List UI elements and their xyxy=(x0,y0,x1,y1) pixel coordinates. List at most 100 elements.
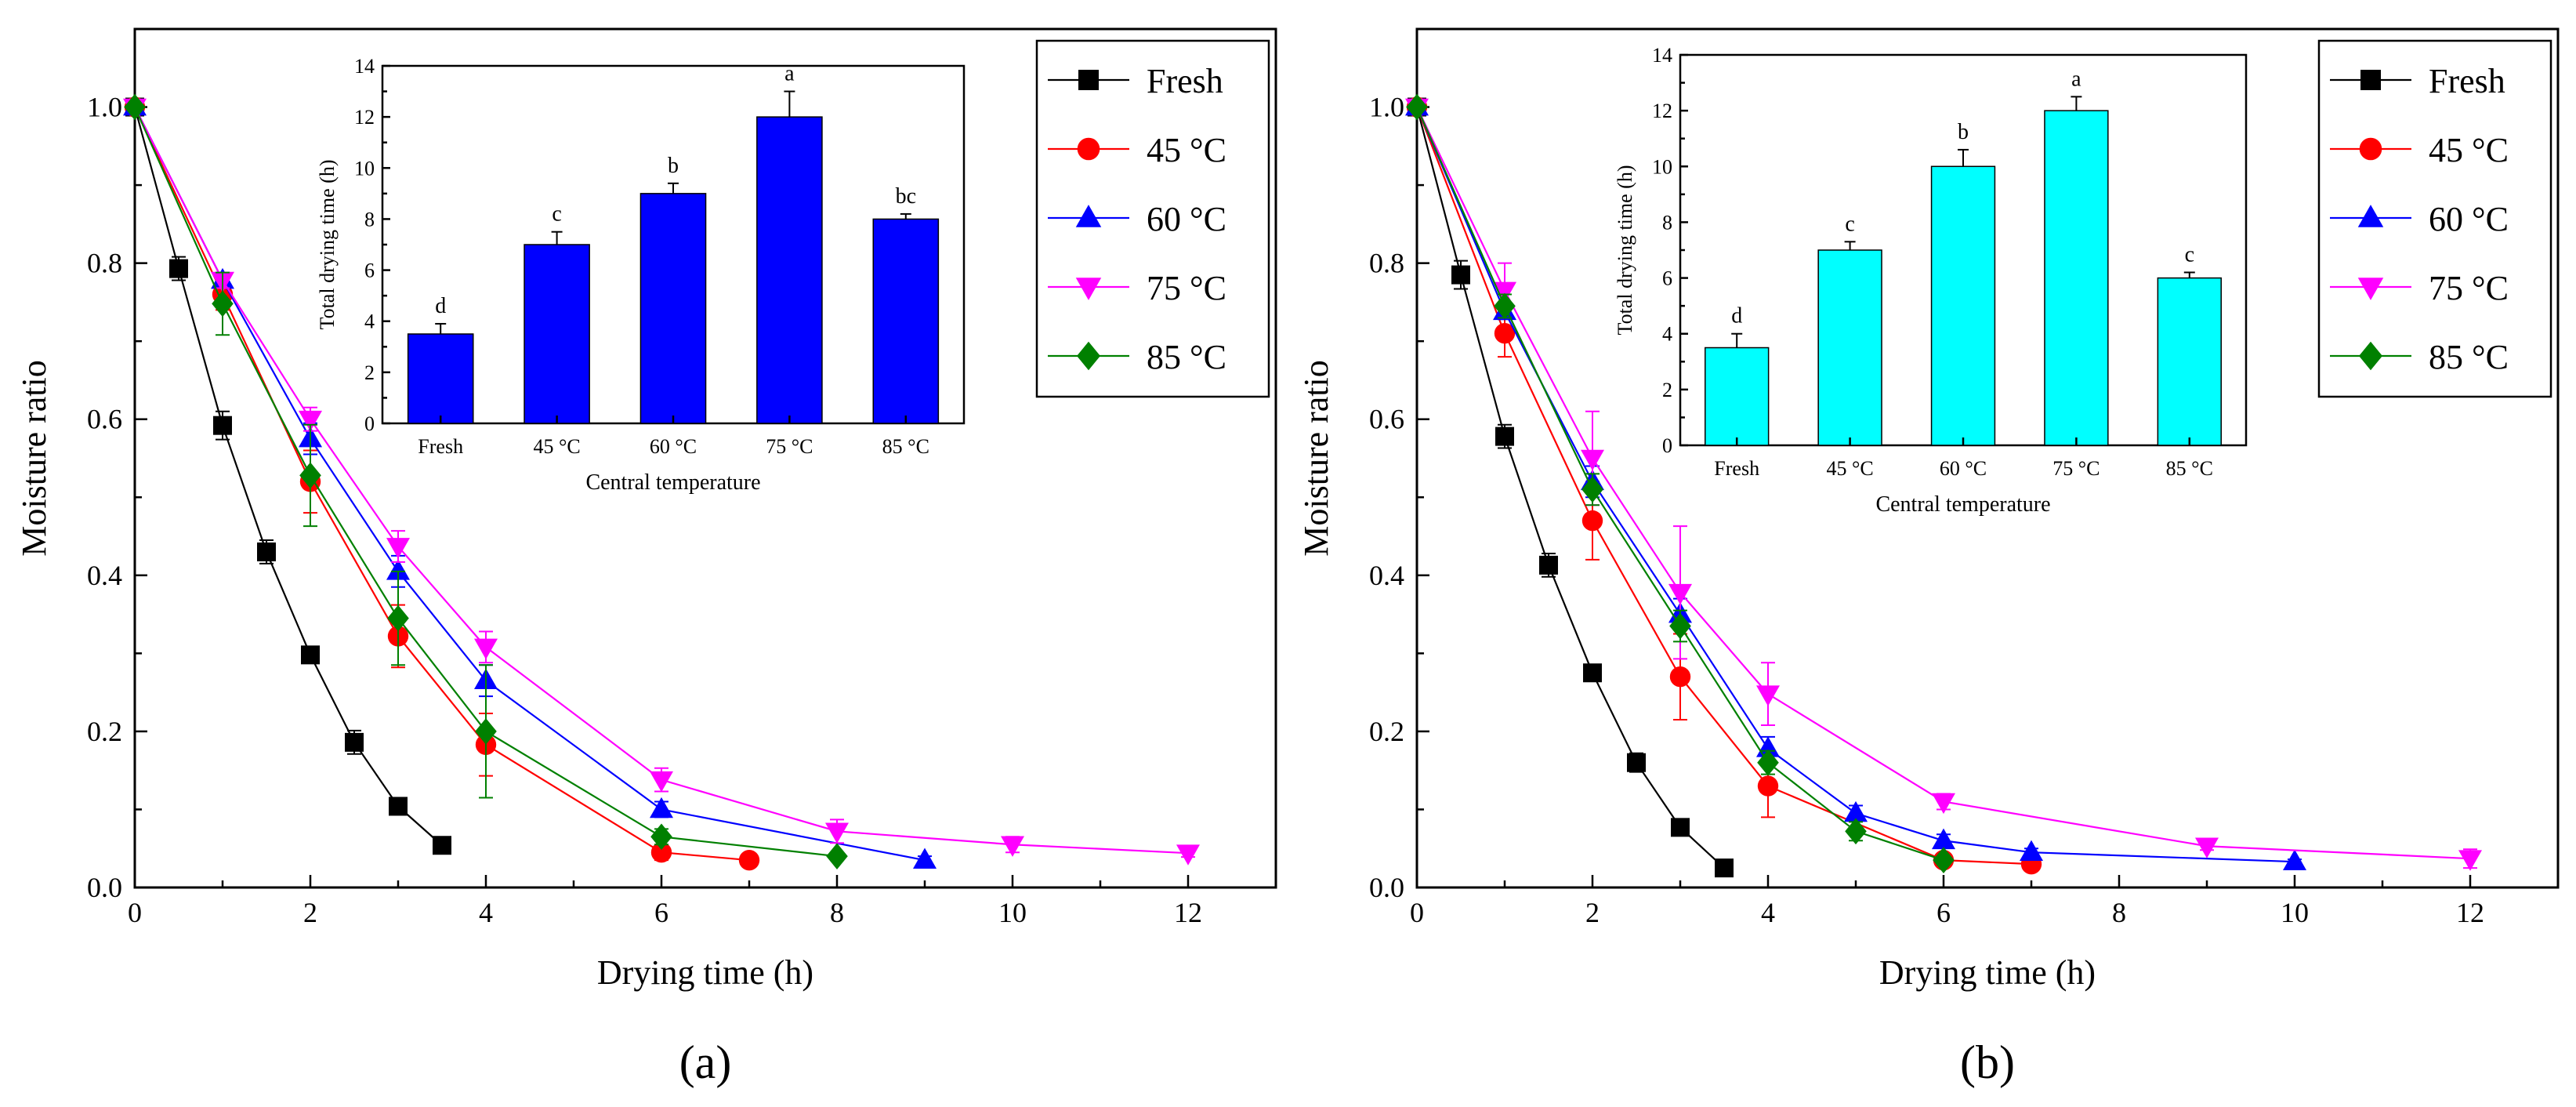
y-tick-label: 0.6 xyxy=(1369,404,1404,435)
legend-marker xyxy=(1075,205,1102,227)
legend-entry: 75 °C xyxy=(1048,269,1226,307)
legend-label: 85 °C xyxy=(2429,338,2509,376)
y-axis-label: Moisture ratio xyxy=(1297,360,1335,557)
data-point xyxy=(1581,449,1604,471)
inset-bar xyxy=(1817,249,1882,446)
inset-y-tick-label: 14 xyxy=(354,55,375,78)
legend-marker xyxy=(2359,137,2382,161)
data-point xyxy=(345,732,364,752)
y-axis-label: Moisture ratio xyxy=(15,360,53,557)
inset-y-axis-label: Total drying time (h) xyxy=(316,160,339,330)
legend-label: Fresh xyxy=(2429,62,2505,100)
data-point xyxy=(825,822,849,844)
inset-bar xyxy=(524,244,590,424)
panel-label: (b) xyxy=(1960,1036,2015,1088)
data-point xyxy=(387,604,409,632)
data-point xyxy=(2020,840,2043,862)
series-2 xyxy=(1405,94,2306,870)
significance-letter: bc xyxy=(896,184,916,209)
x-tick-label: 0 xyxy=(1410,897,1424,928)
inset-x-axis-label: Central temperature xyxy=(1875,492,2050,517)
data-point xyxy=(1451,265,1470,285)
data-point xyxy=(1844,800,1868,822)
legend-entry: Fresh xyxy=(1048,62,1223,100)
significance-letter: d xyxy=(435,294,446,318)
y-tick-label: 0.6 xyxy=(87,404,122,435)
data-point xyxy=(1581,476,1603,503)
x-tick-label: 8 xyxy=(830,897,844,928)
data-point xyxy=(1583,663,1602,683)
data-point xyxy=(1669,666,1691,688)
inset-bar xyxy=(872,218,940,424)
inset-bar xyxy=(2157,277,2222,446)
data-point xyxy=(738,849,760,871)
x-axis-label: Drying time (h) xyxy=(1879,953,2096,992)
data-point xyxy=(1757,775,1779,797)
legend-label: 75 °C xyxy=(2429,269,2509,307)
data-point xyxy=(257,542,276,561)
data-point xyxy=(475,718,497,745)
legend-entry: 60 °C xyxy=(1048,200,1226,238)
data-point xyxy=(1581,510,1603,532)
series-0 xyxy=(125,97,451,855)
data-point xyxy=(1932,793,1955,815)
x-tick-label: 8 xyxy=(2112,897,2126,928)
data-point xyxy=(433,836,451,855)
data-point xyxy=(913,847,937,869)
data-point xyxy=(1669,612,1691,640)
panel-b: 0 2 4 6 8 10 12 0.0 0.2 0.4 0.6 0.8 1.0 Drying time (… xyxy=(1297,27,2560,1088)
inset-y-tick-label: 12 xyxy=(1652,100,1672,122)
legend-label: Fresh xyxy=(1147,62,1223,100)
legend-marker xyxy=(2357,205,2384,227)
x-tick-label: 6 xyxy=(654,897,668,928)
y-tick-label: 0.0 xyxy=(1369,872,1404,903)
data-point xyxy=(1176,844,1200,866)
inset-y-tick-label: 4 xyxy=(364,310,375,333)
inset-bar xyxy=(639,193,707,424)
plot-frame xyxy=(1415,27,2560,889)
data-point xyxy=(2458,850,2482,871)
series-0 xyxy=(1408,97,1734,878)
data-point xyxy=(650,797,673,818)
legend-marker xyxy=(1077,137,1100,161)
inset-y-tick-label: 2 xyxy=(1662,379,1672,401)
data-point xyxy=(2195,837,2219,858)
inset-y-tick-label: 6 xyxy=(364,260,375,282)
inset-x-tick-label: 75 °C xyxy=(2052,457,2100,480)
significance-letter: c xyxy=(1845,212,1854,236)
data-point xyxy=(1494,292,1516,320)
series-line xyxy=(1415,107,1725,869)
legend-label: 45 °C xyxy=(2429,131,2509,169)
legend-entry: Fresh xyxy=(2330,62,2505,100)
inset-bar-chart: 0 2 4 6 8 10 12 14 d Fresh c 45 °C b 60 °C a 75 °C c 85 °… xyxy=(1614,44,2248,517)
data-point xyxy=(1757,749,1779,776)
x-tick-label: 0 xyxy=(128,897,142,928)
plot-frame xyxy=(133,27,1277,889)
series-4 xyxy=(1406,93,1955,873)
inset-bar xyxy=(407,333,474,424)
legend-marker xyxy=(1075,278,1102,300)
data-point xyxy=(650,842,672,863)
y-tick-label: 0.0 xyxy=(87,872,122,903)
significance-letter: b xyxy=(1958,120,1969,144)
inset-y-tick-label: 2 xyxy=(364,361,375,384)
significance-letter: d xyxy=(1731,304,1742,328)
x-tick-label: 12 xyxy=(2456,897,2484,928)
series-line xyxy=(133,107,443,847)
data-point xyxy=(124,93,146,121)
data-point xyxy=(299,410,322,432)
legend: Fresh 45 °C 60 °C 75 °C 85 °C xyxy=(1035,39,1270,398)
legend-marker xyxy=(2360,70,2381,90)
data-point xyxy=(650,823,672,851)
data-point xyxy=(2283,849,2306,870)
data-point xyxy=(1493,281,1516,303)
inset-x-tick-label: 85 °C xyxy=(2166,457,2213,480)
data-point xyxy=(1539,555,1558,575)
data-point xyxy=(650,771,673,793)
inset-x-tick-label: 45 °C xyxy=(1826,457,1873,480)
data-point xyxy=(1668,583,1692,605)
inset-y-tick-label: 10 xyxy=(1652,155,1672,178)
inset-y-axis-label: Total drying time (h) xyxy=(1614,165,1636,336)
legend-marker xyxy=(2357,278,2384,300)
